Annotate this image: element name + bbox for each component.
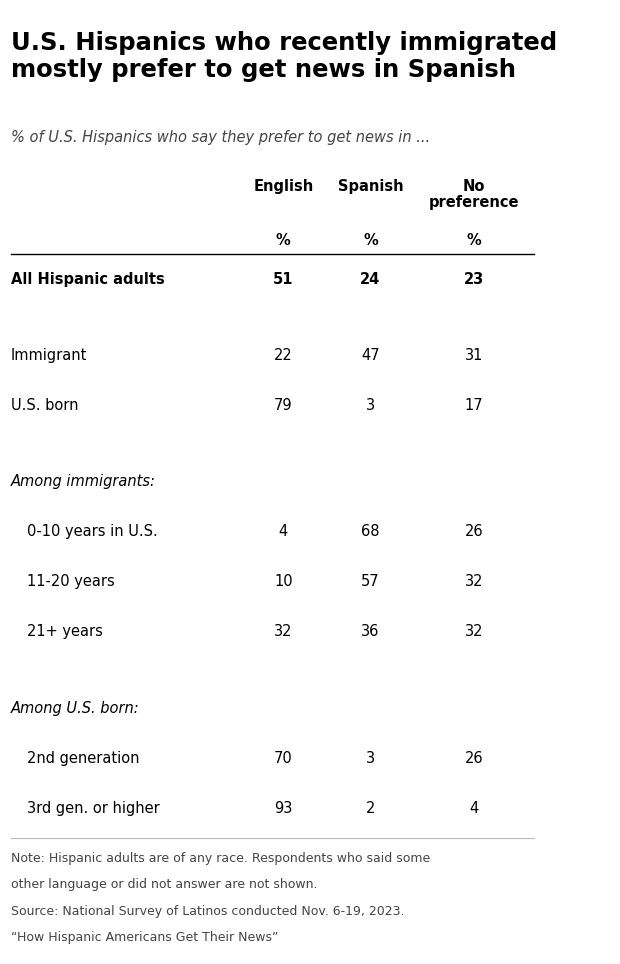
Text: Among immigrants:: Among immigrants: xyxy=(11,474,156,490)
Text: 17: 17 xyxy=(464,398,483,414)
Text: 21+ years: 21+ years xyxy=(27,625,103,639)
Text: other language or did not answer are not shown.: other language or did not answer are not… xyxy=(11,878,317,892)
Text: 32: 32 xyxy=(465,575,483,589)
Text: 10: 10 xyxy=(274,575,293,589)
Text: 23: 23 xyxy=(464,272,484,287)
Text: 2: 2 xyxy=(366,801,375,816)
Text: 32: 32 xyxy=(274,625,293,639)
Text: No
preference: No preference xyxy=(428,179,519,210)
Text: 31: 31 xyxy=(465,348,483,363)
Text: 36: 36 xyxy=(361,625,379,639)
Text: %: % xyxy=(363,233,378,249)
Text: 3: 3 xyxy=(366,751,375,765)
Text: All Hispanic adults: All Hispanic adults xyxy=(11,272,165,287)
Text: 24: 24 xyxy=(360,272,381,287)
Text: 3rd gen. or higher: 3rd gen. or higher xyxy=(27,801,160,816)
Text: 79: 79 xyxy=(274,398,293,414)
Text: 26: 26 xyxy=(464,751,483,765)
Text: Note: Hispanic adults are of any race. Respondents who said some: Note: Hispanic adults are of any race. R… xyxy=(11,852,430,865)
Text: 22: 22 xyxy=(274,348,293,363)
Text: U.S. Hispanics who recently immigrated
mostly prefer to get news in Spanish: U.S. Hispanics who recently immigrated m… xyxy=(11,31,557,83)
Text: “How Hispanic Americans Get Their News”: “How Hispanic Americans Get Their News” xyxy=(11,931,278,944)
Text: 11-20 years: 11-20 years xyxy=(27,575,115,589)
Text: 3: 3 xyxy=(366,398,375,414)
Text: 26: 26 xyxy=(464,524,483,540)
Text: 32: 32 xyxy=(465,625,483,639)
Text: 47: 47 xyxy=(361,348,380,363)
Text: 2nd generation: 2nd generation xyxy=(27,751,140,765)
Text: 51: 51 xyxy=(273,272,293,287)
Text: Source: National Survey of Latinos conducted Nov. 6-19, 2023.: Source: National Survey of Latinos condu… xyxy=(11,905,404,918)
Text: 57: 57 xyxy=(361,575,380,589)
Text: 93: 93 xyxy=(274,801,293,816)
Text: % of U.S. Hispanics who say they prefer to get news in ...: % of U.S. Hispanics who say they prefer … xyxy=(11,130,430,145)
Text: U.S. born: U.S. born xyxy=(11,398,78,414)
Text: Spanish: Spanish xyxy=(338,179,403,194)
Text: English: English xyxy=(253,179,313,194)
Text: 70: 70 xyxy=(274,751,293,765)
Text: 4: 4 xyxy=(278,524,288,540)
Text: 0-10 years in U.S.: 0-10 years in U.S. xyxy=(27,524,158,540)
Text: 4: 4 xyxy=(469,801,479,816)
Text: Among U.S. born:: Among U.S. born: xyxy=(11,701,140,715)
Text: %: % xyxy=(276,233,291,249)
Text: Immigrant: Immigrant xyxy=(11,348,87,363)
Text: %: % xyxy=(467,233,481,249)
Text: 68: 68 xyxy=(361,524,379,540)
